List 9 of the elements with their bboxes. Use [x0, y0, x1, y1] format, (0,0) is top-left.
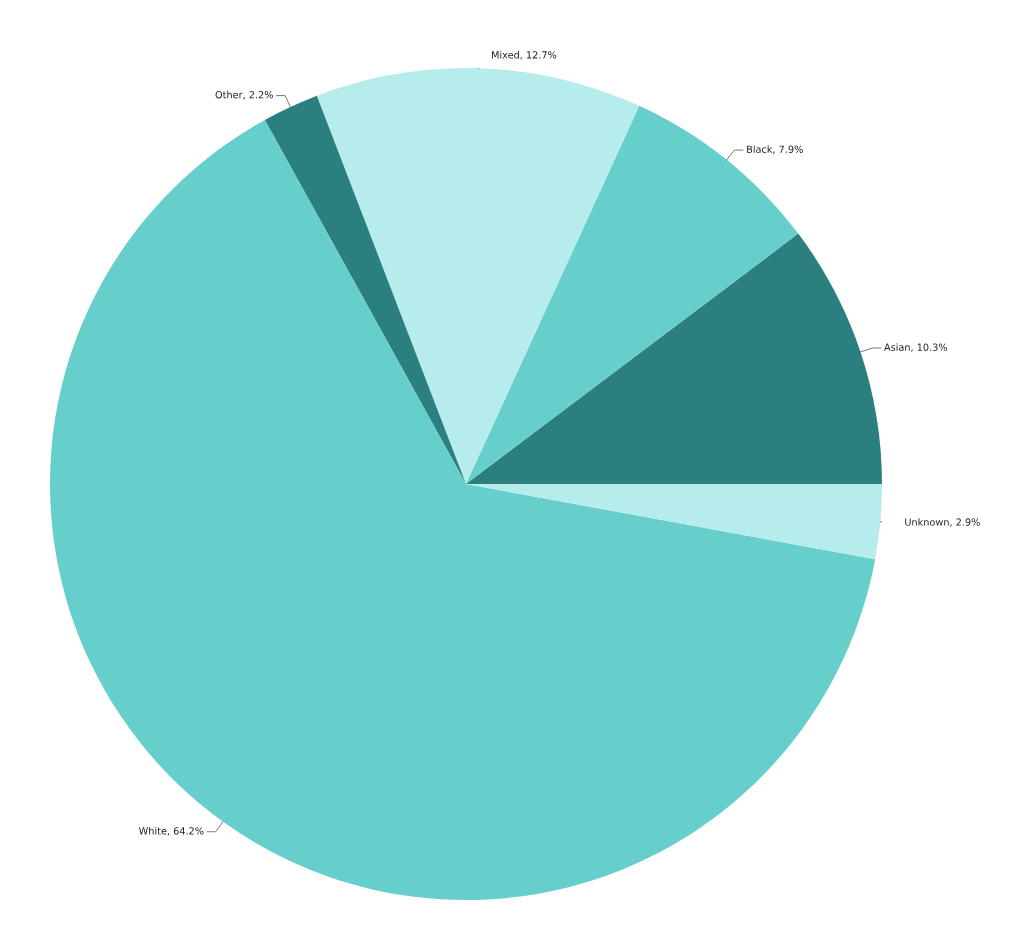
pie-slice	[466, 233, 882, 484]
slice-label: White, 64.2%	[139, 827, 204, 836]
slice-label: Asian, 10.3%	[884, 343, 948, 352]
slice-label: Unknown, 2.9%	[905, 518, 980, 527]
pie-slice	[466, 484, 882, 560]
slice-label: Black, 7.9%	[747, 145, 803, 154]
slice-label: Other, 2.2%	[215, 90, 273, 100]
slice-label: Mixed, 12.7%	[492, 51, 557, 60]
pie-slice	[316, 68, 640, 484]
